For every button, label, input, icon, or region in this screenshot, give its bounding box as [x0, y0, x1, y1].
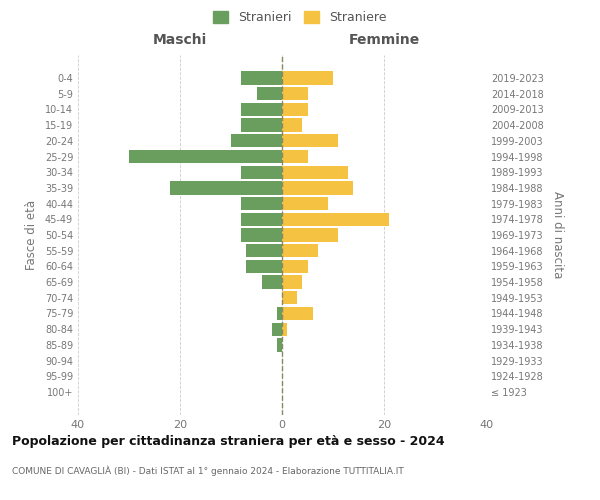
- Bar: [241, 212, 282, 226]
- Bar: [282, 103, 308, 116]
- Bar: [282, 291, 298, 304]
- Bar: [247, 260, 282, 273]
- Bar: [282, 276, 302, 289]
- Bar: [231, 134, 282, 147]
- Bar: [282, 228, 338, 241]
- Bar: [272, 322, 282, 336]
- Legend: Stranieri, Straniere: Stranieri, Straniere: [208, 6, 392, 29]
- Y-axis label: Fasce di età: Fasce di età: [25, 200, 38, 270]
- Bar: [282, 181, 353, 194]
- Bar: [282, 260, 308, 273]
- Text: Popolazione per cittadinanza straniera per età e sesso - 2024: Popolazione per cittadinanza straniera p…: [12, 435, 445, 448]
- Bar: [241, 228, 282, 241]
- Bar: [247, 244, 282, 258]
- Bar: [282, 166, 349, 179]
- Bar: [241, 118, 282, 132]
- Bar: [277, 307, 282, 320]
- Bar: [282, 134, 338, 147]
- Bar: [277, 338, 282, 351]
- Bar: [241, 72, 282, 85]
- Bar: [282, 150, 308, 163]
- Bar: [170, 181, 282, 194]
- Bar: [282, 197, 328, 210]
- Bar: [282, 212, 389, 226]
- Bar: [282, 244, 318, 258]
- Bar: [241, 103, 282, 116]
- Bar: [257, 87, 282, 101]
- Text: Maschi: Maschi: [153, 34, 207, 48]
- Bar: [282, 307, 313, 320]
- Bar: [241, 197, 282, 210]
- Bar: [282, 87, 308, 101]
- Bar: [282, 72, 333, 85]
- Bar: [262, 276, 282, 289]
- Text: COMUNE DI CAVAGLIÀ (BI) - Dati ISTAT al 1° gennaio 2024 - Elaborazione TUTTITALI: COMUNE DI CAVAGLIÀ (BI) - Dati ISTAT al …: [12, 465, 404, 475]
- Bar: [241, 166, 282, 179]
- Bar: [282, 118, 302, 132]
- Text: Femmine: Femmine: [349, 34, 419, 48]
- Bar: [129, 150, 282, 163]
- Y-axis label: Anni di nascita: Anni di nascita: [551, 192, 563, 278]
- Bar: [282, 322, 287, 336]
